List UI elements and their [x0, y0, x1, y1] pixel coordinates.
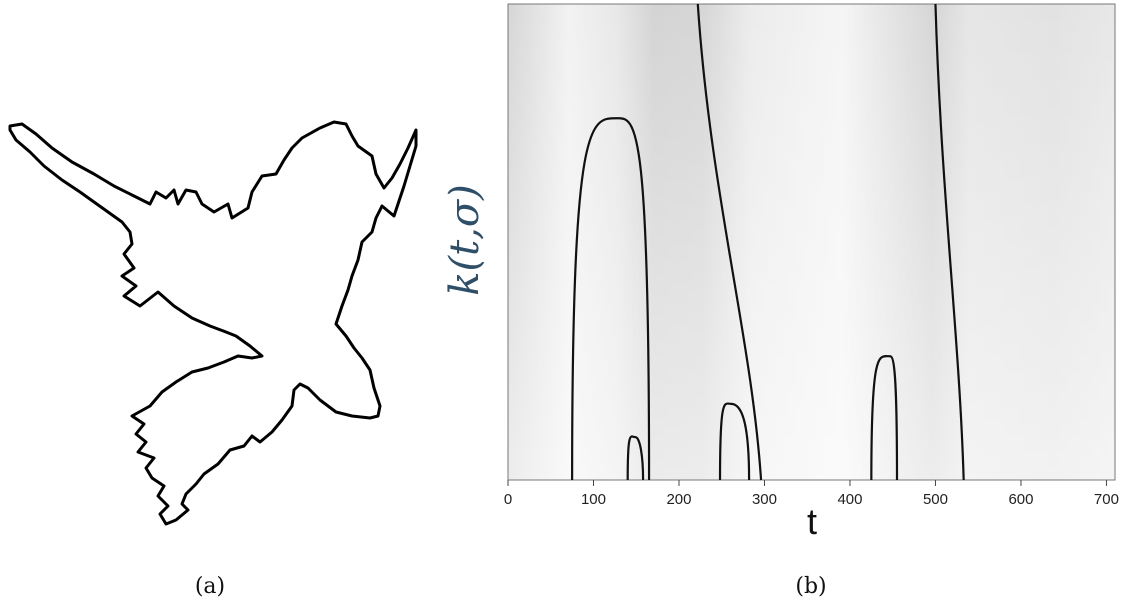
zero-crossing-arch-3 [718, 402, 751, 481]
x-tick-label-500: 500 [923, 491, 948, 508]
x-tick-label-0: 0 [504, 491, 512, 508]
scale-space-plot: 0 100 200 300 400 500 600 700 t k(t,σ) [442, 3, 1119, 542]
caption-b: (b) [795, 574, 827, 599]
x-axis: 0 100 200 300 400 500 600 700 [504, 480, 1119, 508]
contour-outline [8, 120, 418, 526]
zero-crossing-arch-1 [571, 117, 651, 481]
zero-crossing-arch-2 [626, 435, 645, 481]
x-tick-label-100: 100 [581, 491, 606, 508]
leaf-contour-icon [8, 120, 418, 526]
x-tick-label-200: 200 [666, 491, 691, 508]
x-axis-label: t [807, 501, 817, 542]
x-tick-label-600: 600 [1008, 491, 1033, 508]
zero-crossing-line-1 [696, 3, 763, 481]
x-tick-label-700: 700 [1094, 491, 1119, 508]
x-tick-label-400: 400 [837, 491, 862, 508]
plot-background-fade [508, 4, 1115, 480]
plot-frame [507, 3, 1116, 481]
y-axis-label: k(t,σ) [442, 184, 488, 296]
zero-crossing-line-2 [934, 3, 965, 481]
x-tick-label-300: 300 [752, 491, 777, 508]
zero-crossing-arch-4 [870, 355, 899, 481]
caption-a: (a) [194, 574, 226, 599]
curves-layer [571, 3, 965, 481]
